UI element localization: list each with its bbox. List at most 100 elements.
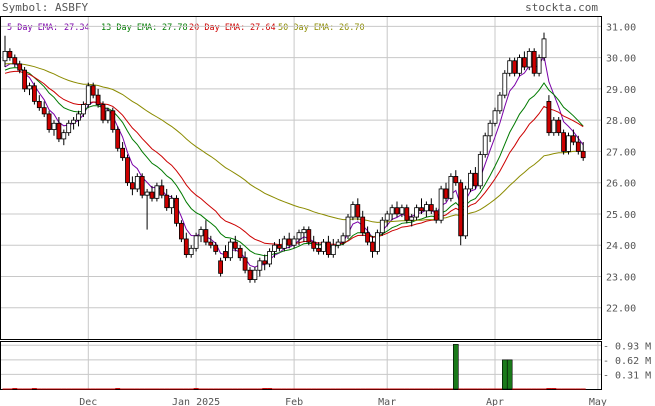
candle-body-down	[394, 207, 400, 215]
candle-body-down	[433, 210, 439, 221]
volume-bar	[517, 388, 522, 390]
candle-body-up	[477, 154, 483, 187]
candle-body-down	[120, 147, 125, 159]
candle-body-up	[51, 122, 57, 130]
candle	[394, 201, 400, 218]
candle	[335, 238, 341, 249]
volume-bar	[536, 388, 542, 390]
candle-body-down	[316, 247, 322, 252]
candle	[345, 213, 351, 239]
volume-tick-label: - 0.93 M	[603, 341, 651, 352]
candle	[291, 235, 297, 249]
candle	[350, 201, 356, 221]
candle	[242, 251, 248, 274]
candle	[281, 235, 287, 252]
candle	[27, 82, 32, 96]
volume-bar	[227, 388, 233, 390]
candle-body-down	[90, 85, 96, 96]
volume-bar	[330, 388, 336, 390]
volume-bar	[61, 388, 67, 390]
candle-body-down	[419, 207, 424, 212]
candle	[66, 120, 72, 136]
candle	[90, 82, 96, 99]
candle-body-up	[291, 238, 297, 246]
volume-bar	[566, 388, 571, 390]
candle-body-down	[149, 191, 155, 199]
volume-bar	[487, 388, 493, 390]
price-axis: 31.00 30.00 29.00 28.00 27.00 26.00 25.00 24.00…	[606, 22, 636, 314]
candle-body-up	[154, 185, 160, 199]
candle	[203, 220, 209, 246]
volume-bar	[7, 388, 13, 390]
candle	[536, 54, 542, 77]
candle-body-down	[365, 232, 371, 243]
candle	[286, 232, 292, 249]
candle	[272, 242, 277, 258]
candle	[178, 220, 184, 243]
candle-body-up	[487, 122, 493, 137]
candle	[502, 70, 508, 99]
price-tick-label: 28.00	[606, 116, 636, 127]
candle	[120, 142, 125, 161]
candle-body-down	[262, 260, 268, 265]
candle	[125, 154, 130, 186]
volume-bar	[365, 388, 371, 390]
volume-bar	[512, 388, 518, 390]
candle	[188, 245, 194, 258]
price-panel-frame	[0, 16, 602, 340]
volume-bar	[531, 388, 537, 390]
candle-body-up	[345, 216, 351, 237]
candle-body-up	[252, 269, 258, 281]
candle	[301, 226, 307, 243]
volume-bar	[399, 388, 405, 390]
candle	[262, 254, 268, 271]
volume-bar	[414, 388, 420, 390]
legend-ema13-value: 27.78	[162, 23, 188, 33]
candle-body-up	[414, 207, 420, 218]
candle-body-up	[227, 241, 233, 259]
volume-bar	[506, 359, 513, 390]
candle	[208, 235, 214, 249]
candle-body-up	[384, 213, 390, 221]
volume-axis: - 0.93 M - 0.62 M - 0.31 M	[603, 341, 651, 381]
candle	[174, 195, 179, 227]
candle	[159, 179, 165, 199]
volume-tick-label: - 0.31 M	[603, 370, 651, 381]
price-tick-label: 26.00	[606, 179, 636, 190]
legend-ema50-value: 26.70	[339, 23, 365, 33]
volume-bar	[272, 388, 277, 390]
price-tick-label: 25.00	[606, 210, 636, 221]
volume-bar	[556, 388, 562, 390]
candle	[22, 67, 28, 93]
candle-body-up	[76, 113, 81, 121]
candle	[546, 95, 552, 136]
candle-body-up	[188, 247, 194, 255]
volume-bar	[443, 388, 449, 390]
candle	[71, 117, 76, 130]
volume-bar	[208, 388, 214, 390]
volume-bar	[46, 388, 52, 390]
volume-bar	[267, 388, 273, 390]
candle-body-down	[223, 251, 228, 259]
volume-bar	[110, 388, 116, 390]
candle-body-down	[178, 222, 184, 240]
candle	[561, 129, 566, 155]
volume-bar	[448, 388, 454, 390]
volume-bar	[139, 388, 145, 390]
candle-body-up	[566, 135, 571, 152]
candle	[237, 245, 243, 261]
candle	[85, 82, 91, 108]
volume-bar	[198, 388, 204, 390]
candle	[414, 204, 420, 221]
volume-bar	[100, 388, 106, 390]
candle-body-down	[125, 157, 130, 184]
candle	[360, 210, 366, 236]
volume-bar	[31, 388, 37, 390]
candle	[477, 151, 483, 189]
candle-body-down	[428, 204, 434, 212]
volume-bar	[262, 388, 268, 390]
candle-body-up	[423, 204, 429, 212]
candle	[56, 117, 62, 143]
candle-body-down	[404, 207, 410, 221]
